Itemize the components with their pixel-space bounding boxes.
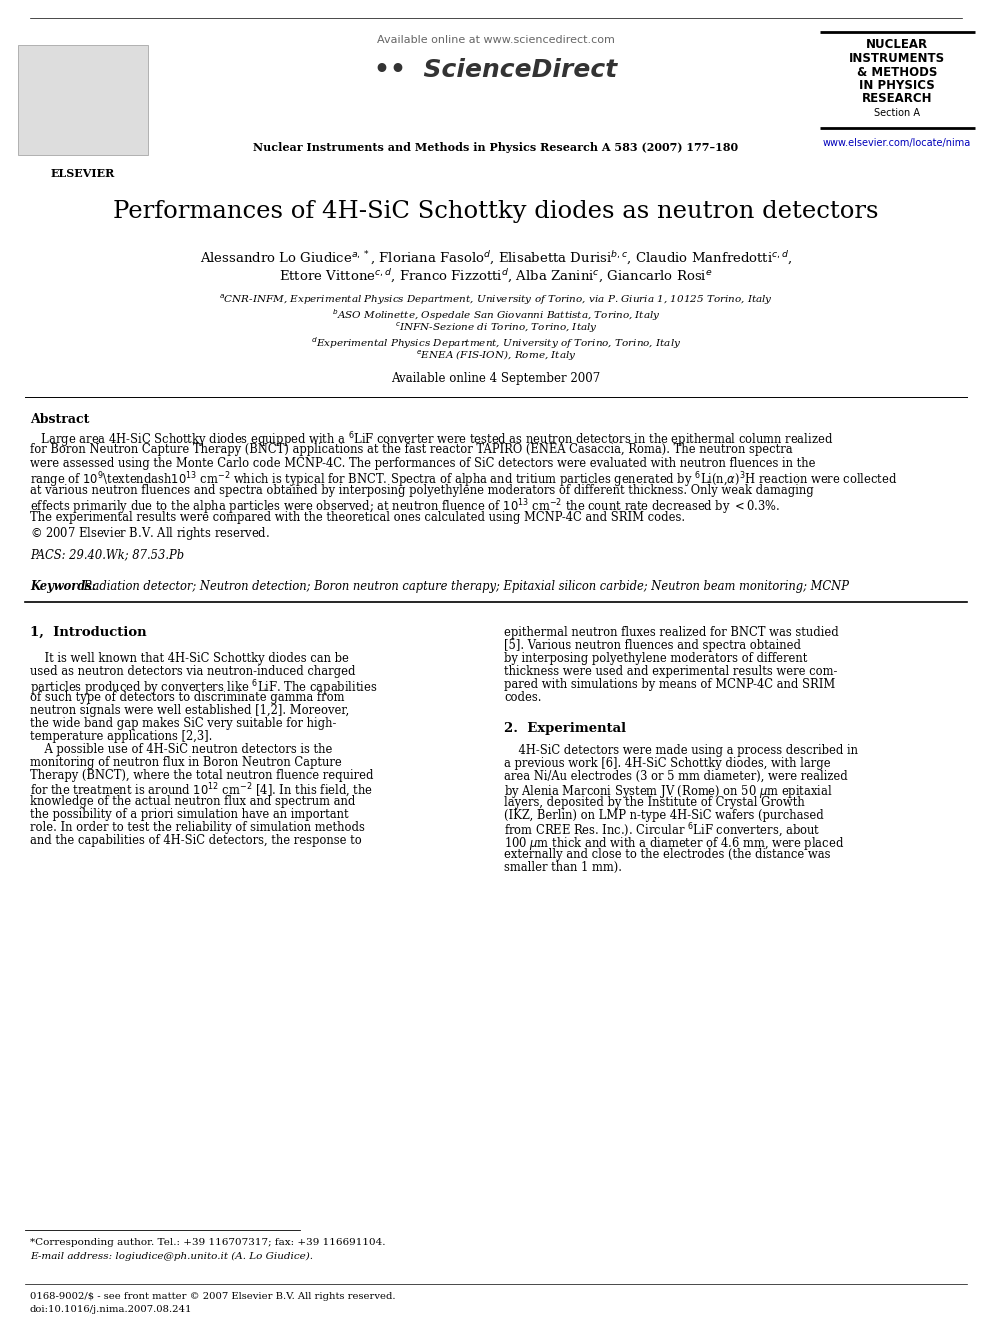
Bar: [18, 45, 148, 155]
Text: ELSEVIER: ELSEVIER: [51, 168, 115, 179]
Text: Available online at www.sciencedirect.com: Available online at www.sciencedirect.co…: [377, 34, 615, 45]
Text: smaller than 1 mm).: smaller than 1 mm).: [504, 861, 622, 875]
Text: Abstract: Abstract: [30, 413, 89, 426]
Text: & METHODS: & METHODS: [857, 66, 937, 79]
Text: (IKZ, Berlin) on LMP n-type 4H-SiC wafers (purchased: (IKZ, Berlin) on LMP n-type 4H-SiC wafer…: [504, 808, 823, 822]
Text: www.elsevier.com/locate/nima: www.elsevier.com/locate/nima: [823, 138, 971, 148]
Text: NUCLEAR: NUCLEAR: [866, 38, 929, 52]
Text: Performances of 4H-SiC Schottky diodes as neutron detectors: Performances of 4H-SiC Schottky diodes a…: [113, 200, 879, 224]
Text: Nuclear Instruments and Methods in Physics Research A 583 (2007) 177–180: Nuclear Instruments and Methods in Physi…: [253, 142, 739, 153]
Text: A possible use of 4H-SiC neutron detectors is the: A possible use of 4H-SiC neutron detecto…: [30, 744, 332, 755]
Text: monitoring of neutron flux in Boron Neutron Capture: monitoring of neutron flux in Boron Neut…: [30, 755, 342, 769]
Text: $^{d}$Experimental Physics Department, University of Torino, Torino, Italy: $^{d}$Experimental Physics Department, U…: [310, 335, 682, 351]
Text: neutron signals were well established [1,2]. Moreover,: neutron signals were well established [1…: [30, 704, 349, 717]
Text: INSTRUMENTS: INSTRUMENTS: [849, 52, 945, 65]
Text: Radiation detector; Neutron detection; Boron neutron capture therapy; Epitaxial : Radiation detector; Neutron detection; B…: [80, 579, 849, 593]
Text: codes.: codes.: [504, 691, 542, 704]
Text: layers, deposited by the Institute of Crystal Growth: layers, deposited by the Institute of Cr…: [504, 796, 805, 808]
Text: a previous work [6]. 4H-SiC Schottky diodes, with large: a previous work [6]. 4H-SiC Schottky dio…: [504, 757, 830, 770]
Text: the possibility of a priori simulation have an important: the possibility of a priori simulation h…: [30, 808, 348, 822]
Text: It is well known that 4H-SiC Schottky diodes can be: It is well known that 4H-SiC Schottky di…: [30, 652, 349, 665]
Text: and the capabilities of 4H-SiC detectors, the response to: and the capabilities of 4H-SiC detectors…: [30, 833, 362, 847]
Text: 2.  Experimental: 2. Experimental: [504, 722, 626, 736]
Text: doi:10.1016/j.nima.2007.08.241: doi:10.1016/j.nima.2007.08.241: [30, 1304, 192, 1314]
Text: $\copyright$ 2007 Elsevier B.V. All rights reserved.: $\copyright$ 2007 Elsevier B.V. All righ…: [30, 524, 270, 541]
Text: range of $10^9$\textendash$10^{13}$ cm$^{-2}$ which is typical for BNCT. Spectra: range of $10^9$\textendash$10^{13}$ cm$^…: [30, 471, 898, 490]
Text: for the treatment is around $10^{12}$ cm$^{-2}$ [4]. In this field, the: for the treatment is around $10^{12}$ cm…: [30, 782, 373, 800]
Text: Alessandro Lo Giudice$^{a,*}$, Floriana Fasolo$^{d}$, Elisabetta Durisi$^{b,c}$,: Alessandro Lo Giudice$^{a,*}$, Floriana …: [199, 250, 793, 267]
Text: the wide band gap makes SiC very suitable for high-: the wide band gap makes SiC very suitabl…: [30, 717, 336, 730]
Text: 100 $\mu$m thick and with a diameter of 4.6 mm, were placed: 100 $\mu$m thick and with a diameter of …: [504, 835, 844, 852]
Text: were assessed using the Monte Carlo code MCNP-4C. The performances of SiC detect: were assessed using the Monte Carlo code…: [30, 456, 815, 470]
Text: area Ni/Au electrodes (3 or 5 mm diameter), were realized: area Ni/Au electrodes (3 or 5 mm diamete…: [504, 770, 848, 783]
Text: by Alenia Marconi System JV (Rome) on 50 $\mu$m epitaxial: by Alenia Marconi System JV (Rome) on 50…: [504, 783, 832, 800]
Text: thickness were used and experimental results were com-: thickness were used and experimental res…: [504, 665, 837, 677]
Text: from CREE Res. Inc.). Circular $^6$LiF converters, about: from CREE Res. Inc.). Circular $^6$LiF c…: [504, 822, 820, 840]
Text: PACS: 29.40.Wk; 87.53.Pb: PACS: 29.40.Wk; 87.53.Pb: [30, 548, 185, 561]
Text: RESEARCH: RESEARCH: [862, 93, 932, 105]
Text: Therapy (BNCT), where the total neutron fluence required: Therapy (BNCT), where the total neutron …: [30, 769, 374, 782]
Text: 1,  Introduction: 1, Introduction: [30, 626, 147, 639]
Text: $^{a}$CNR-INFM, Experimental Physics Department, University of Torino, via P. Gi: $^{a}$CNR-INFM, Experimental Physics Dep…: [219, 292, 773, 307]
Text: pared with simulations by means of MCNP-4C and SRIM: pared with simulations by means of MCNP-…: [504, 677, 835, 691]
Text: used as neutron detectors via neutron-induced charged: used as neutron detectors via neutron-in…: [30, 665, 355, 677]
Text: IN PHYSICS: IN PHYSICS: [859, 79, 934, 93]
Text: [5]. Various neutron fluences and spectra obtained: [5]. Various neutron fluences and spectr…: [504, 639, 801, 652]
Text: for Boron Neutron Capture Therapy (BNCT) applications at the fast reactor TAPIRO: for Boron Neutron Capture Therapy (BNCT)…: [30, 443, 793, 456]
Text: particles produced by converters like $^6$LiF. The capabilities: particles produced by converters like $^…: [30, 677, 378, 697]
Text: externally and close to the electrodes (the distance was: externally and close to the electrodes (…: [504, 848, 830, 861]
Text: *Corresponding author. Tel.: +39 116707317; fax: +39 116691104.: *Corresponding author. Tel.: +39 1167073…: [30, 1238, 386, 1248]
Text: temperature applications [2,3].: temperature applications [2,3].: [30, 730, 212, 744]
Text: 4H-SiC detectors were made using a process described in: 4H-SiC detectors were made using a proce…: [504, 744, 858, 757]
Text: ••  ScienceDirect: •• ScienceDirect: [374, 58, 618, 82]
Text: E-mail address: logiudice@ph.unito.it (A. Lo Giudice).: E-mail address: logiudice@ph.unito.it (A…: [30, 1252, 313, 1261]
Text: The experimental results were compared with the theoretical ones calculated usin: The experimental results were compared w…: [30, 511, 685, 524]
Text: by interposing polyethylene moderators of different: by interposing polyethylene moderators o…: [504, 652, 807, 665]
Text: role. In order to test the reliability of simulation methods: role. In order to test the reliability o…: [30, 822, 365, 833]
Text: $^{c}$INFN-Sezione di Torino, Torino, Italy: $^{c}$INFN-Sezione di Torino, Torino, It…: [395, 321, 597, 336]
Text: at various neutron fluences and spectra obtained by interposing polyethylene mod: at various neutron fluences and spectra …: [30, 484, 813, 497]
Text: of such type of detectors to discriminate gamma from: of such type of detectors to discriminat…: [30, 691, 344, 704]
Text: Section A: Section A: [874, 108, 920, 118]
Text: epithermal neutron fluxes realized for BNCT was studied: epithermal neutron fluxes realized for B…: [504, 626, 839, 639]
Text: knowledge of the actual neutron flux and spectrum and: knowledge of the actual neutron flux and…: [30, 795, 355, 808]
Text: $^{e}$ENEA (FIS-ION), Rome, Italy: $^{e}$ENEA (FIS-ION), Rome, Italy: [416, 349, 576, 364]
Text: Ettore Vittone$^{c,d}$, Franco Fizzotti$^{d}$, Alba Zanini$^{c}$, Giancarlo Rosi: Ettore Vittone$^{c,d}$, Franco Fizzotti$…: [279, 269, 713, 286]
Text: 0168-9002/$ - see front matter © 2007 Elsevier B.V. All rights reserved.: 0168-9002/$ - see front matter © 2007 El…: [30, 1293, 396, 1301]
Text: Available online 4 September 2007: Available online 4 September 2007: [392, 372, 600, 385]
Text: Large area 4H-SiC Schottky diodes equipped with a $^6$LiF converter were tested : Large area 4H-SiC Schottky diodes equipp…: [30, 430, 833, 450]
Text: Keywords:: Keywords:: [30, 579, 96, 593]
Text: effects primarily due to the alpha particles were observed; at neutron fluence o: effects primarily due to the alpha parti…: [30, 497, 781, 517]
Text: $^{b}$ASO Molinette, Ospedale San Giovanni Battista, Torino, Italy: $^{b}$ASO Molinette, Ospedale San Giovan…: [331, 307, 661, 323]
